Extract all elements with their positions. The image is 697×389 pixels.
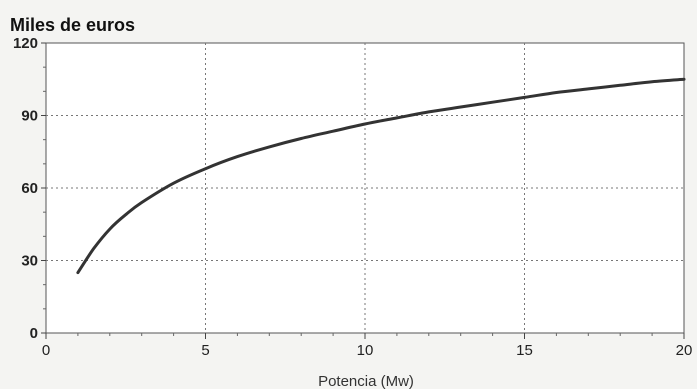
x-axis-title: Potencia (Mw) xyxy=(318,373,414,389)
y-tick-label: 90 xyxy=(21,108,38,125)
minor-ticks xyxy=(43,66,653,336)
series-line xyxy=(76,77,686,275)
x-tick-label: 15 xyxy=(516,342,533,359)
y-tick-label: 60 xyxy=(21,180,38,197)
y-tick-label: 30 xyxy=(21,253,38,270)
y-unit-label: Miles de euros xyxy=(10,15,135,35)
y-tick-label: 120 xyxy=(13,35,38,52)
x-axis-ticks: 0 5 10 15 20 xyxy=(42,333,693,359)
x-tick-label: 10 xyxy=(357,342,374,359)
x-tick-label: 0 xyxy=(42,342,50,359)
x-tick-label: 5 xyxy=(201,342,209,359)
series-layer xyxy=(76,77,686,275)
y-tick-label: 0 xyxy=(30,325,38,342)
y-axis-ticks: 0 30 60 90 120 xyxy=(13,35,46,342)
gridlines xyxy=(46,43,684,333)
x-tick-label: 20 xyxy=(676,342,693,359)
